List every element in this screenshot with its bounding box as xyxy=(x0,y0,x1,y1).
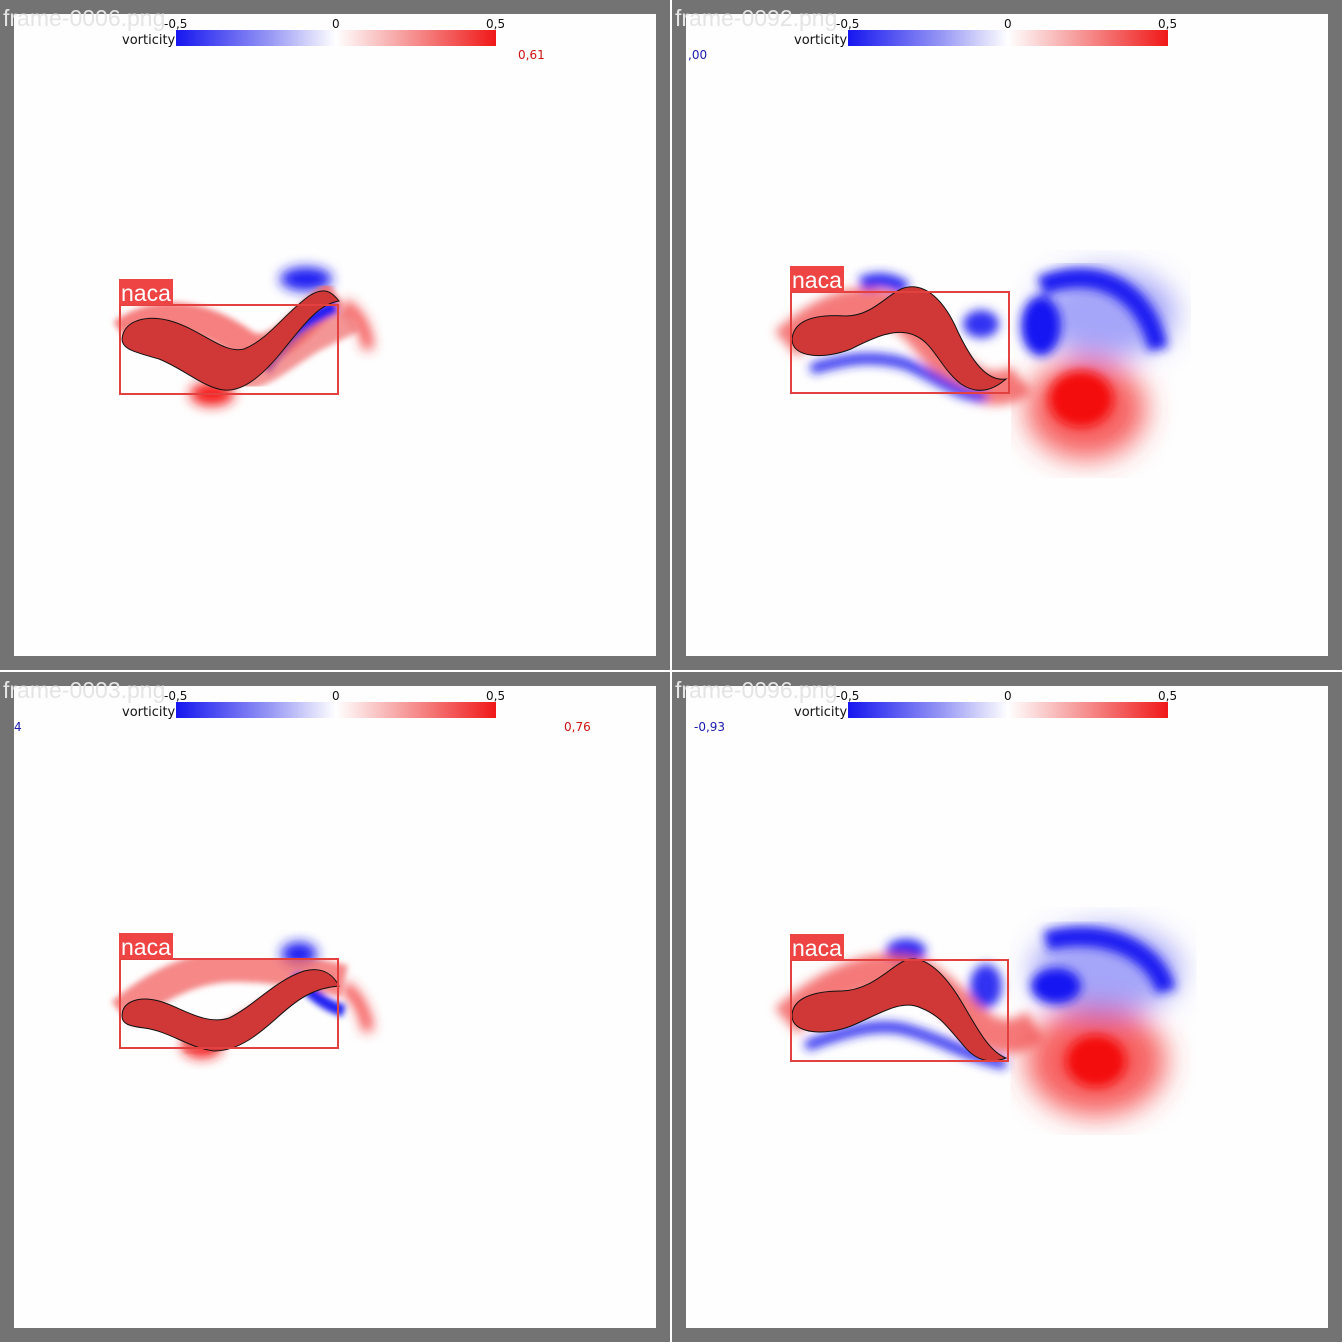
vortex-blob xyxy=(280,267,332,291)
colorbar-tick: 0 xyxy=(332,17,340,31)
vorticity-field: naca vorticity -0,5 0 0,5 0,61 xyxy=(14,14,656,656)
vorticity-plot xyxy=(113,267,373,406)
frame-filename: frame-0003.png xyxy=(3,677,166,703)
detection-box xyxy=(790,959,1009,1062)
frame-filename: frame-0006.png xyxy=(3,5,166,31)
colorbar-label: vorticity xyxy=(122,33,176,48)
hydrofoil-shape xyxy=(121,290,340,391)
vortex-blob xyxy=(1021,296,1061,356)
min-value-readout: 4 xyxy=(14,720,22,734)
min-value-readout: ,00 xyxy=(688,48,708,62)
colorbar-tick: 0,5 xyxy=(1158,689,1178,703)
frame-filename: frame-0092.png xyxy=(675,5,838,31)
vortex-blob xyxy=(1037,268,1168,352)
colorbar xyxy=(176,30,496,46)
hydrofoil-shape xyxy=(791,286,1008,391)
colorbar-tick: -0,5 xyxy=(836,689,860,703)
detection-box xyxy=(790,291,1010,394)
hydrofoil-shape xyxy=(121,969,340,1052)
colorbar-label: vorticity xyxy=(794,33,848,48)
vortex-blob xyxy=(340,299,373,350)
detection-label: naca xyxy=(790,934,844,961)
vortex-blob xyxy=(1049,371,1113,427)
max-value-readout: 0,61 xyxy=(518,48,545,62)
vorticity-field: naca vorticity -0,5 0 0,5 -0,93 xyxy=(686,686,1328,1328)
colorbar-tick: 0 xyxy=(1004,689,1012,703)
hydrofoil-shape xyxy=(791,958,1008,1062)
max-value-readout: 0,76 xyxy=(564,720,591,734)
colorbar-tick: 0,5 xyxy=(1158,17,1178,31)
colorbar xyxy=(176,702,496,718)
colorbar-label: vorticity xyxy=(794,705,848,720)
colorbar-tick: -0,5 xyxy=(164,689,188,703)
detection-box xyxy=(119,304,339,395)
vortex-blob xyxy=(1036,269,1176,359)
vortex-blob xyxy=(1043,926,1176,995)
frame-filename: frame-0096.png xyxy=(675,677,838,703)
panel-frame-0092: frame-0092.png xyxy=(672,0,1342,670)
vorticity-field: naca vorticity -0,5 0 0,5 4 0,76 xyxy=(14,686,656,1328)
vorticity-plot xyxy=(111,942,373,1058)
vorticity-plot xyxy=(774,926,1181,1116)
colorbar-tick: 0,5 xyxy=(486,17,506,31)
vortex-sheet xyxy=(858,273,911,295)
vorticity-field: naca vorticity -0,5 0 0,5 ,00 xyxy=(686,14,1328,656)
colorbar xyxy=(848,30,1168,46)
panel-frame-0006: frame-0006.png na xyxy=(0,0,670,670)
colorbar-tick: -0,5 xyxy=(836,17,860,31)
colorbar xyxy=(848,702,1168,718)
vortex-blob xyxy=(970,964,1002,1008)
detection-label: naca xyxy=(790,266,844,293)
vortex-blob xyxy=(963,310,999,338)
colorbar-tick: 0 xyxy=(332,689,340,703)
colorbar-tick: -0,5 xyxy=(164,17,188,31)
vorticity-plot xyxy=(774,268,1176,459)
panel-frame-0003: frame-0003.png na xyxy=(0,672,670,1342)
detection-box xyxy=(119,958,339,1049)
detection-label: naca xyxy=(119,933,173,960)
min-value-readout: -0,93 xyxy=(694,720,726,734)
detection-label: naca xyxy=(119,279,173,306)
panel-frame-0096: frame-0096.png xyxy=(672,672,1342,1342)
vortex-blob xyxy=(1066,1035,1126,1087)
vortex-blob xyxy=(1031,968,1081,1004)
colorbar-label: vorticity xyxy=(122,705,176,720)
vortex-blob xyxy=(340,982,373,1032)
colorbar-tick: 0 xyxy=(1004,17,1012,31)
colorbar-tick: 0,5 xyxy=(486,689,506,703)
